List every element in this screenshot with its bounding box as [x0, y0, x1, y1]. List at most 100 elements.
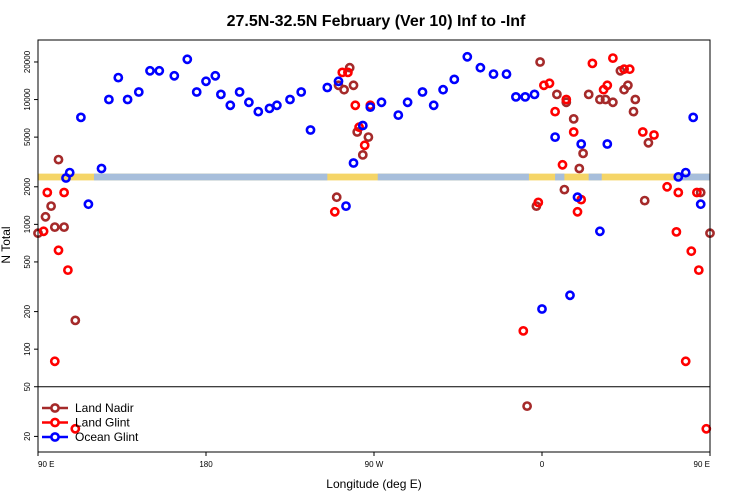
data-point — [529, 89, 540, 100]
data-point — [122, 94, 133, 105]
data-point — [630, 94, 641, 105]
data-point — [154, 65, 165, 76]
data-point — [376, 97, 387, 108]
y-tick-label: 500 — [23, 255, 32, 269]
data-point — [169, 70, 180, 81]
ocean-band-segment — [377, 173, 529, 181]
data-point — [53, 154, 64, 165]
data-point — [643, 137, 654, 148]
data-point — [96, 163, 107, 174]
data-point — [649, 130, 659, 140]
data-point — [344, 62, 355, 73]
data-point — [253, 106, 264, 117]
data-point — [234, 87, 245, 97]
data-point — [511, 92, 521, 102]
data-point — [331, 192, 342, 203]
data-point — [333, 76, 344, 87]
data-point — [359, 140, 370, 151]
data-point — [552, 89, 562, 100]
data-point — [686, 246, 697, 257]
data-point — [550, 132, 560, 142]
data-point — [576, 139, 587, 149]
data-point — [104, 94, 114, 105]
data-point — [365, 102, 376, 112]
y-tick-label: 10000 — [23, 88, 32, 111]
data-point — [438, 84, 448, 95]
data-point — [402, 97, 413, 108]
data-point — [693, 265, 704, 275]
data-point — [671, 226, 682, 237]
data-point — [522, 401, 532, 411]
legend-marker — [50, 432, 60, 442]
data-point — [533, 197, 544, 208]
data-point — [608, 97, 618, 108]
legend-label: Land Nadir — [75, 401, 134, 415]
x-axis-label: Longitude (deg E) — [326, 477, 421, 491]
y-tick-label: 2000 — [23, 177, 32, 195]
data-point — [535, 57, 545, 67]
data-point — [393, 110, 404, 120]
legend-label: Ocean Glint — [75, 430, 139, 444]
data-point — [449, 74, 460, 85]
chart-title: 27.5N-32.5N February (Ver 10) Inf to -In… — [227, 13, 526, 30]
data-point — [357, 149, 368, 160]
data-point — [602, 80, 613, 91]
data-point — [191, 87, 202, 97]
x-tick-label: 90 W — [365, 460, 384, 469]
x-tick-label: 0 — [540, 460, 545, 469]
data-point — [557, 159, 568, 170]
data-point — [568, 114, 579, 124]
data-point — [565, 290, 575, 301]
y-tick-label: 20 — [23, 431, 32, 440]
data-point — [341, 201, 351, 211]
data-point — [38, 226, 49, 237]
data-point — [201, 76, 211, 87]
data-point — [417, 87, 428, 97]
data-point — [462, 51, 473, 62]
data-point — [70, 315, 81, 326]
data-point — [561, 94, 572, 105]
data-point — [59, 222, 69, 232]
ocean-band-segment — [588, 173, 602, 181]
data-point — [210, 70, 221, 81]
data-point — [296, 87, 307, 97]
data-point — [695, 187, 706, 198]
data-point — [673, 171, 684, 182]
data-point — [583, 89, 594, 100]
x-tick-label: 180 — [199, 460, 213, 469]
data-point — [680, 167, 691, 178]
data-point — [63, 265, 73, 275]
data-point — [550, 106, 560, 117]
data-point — [53, 245, 64, 256]
data-point — [488, 69, 499, 79]
data-point — [628, 106, 639, 117]
data-point — [501, 69, 512, 79]
land-band — [38, 173, 710, 181]
ocean-band-segment — [555, 173, 565, 181]
data-point — [76, 112, 86, 123]
legend-item: Ocean Glint — [42, 430, 139, 444]
data-point — [695, 199, 706, 210]
data-point — [133, 87, 144, 97]
data-point — [182, 54, 193, 65]
data-point — [271, 100, 282, 111]
data-point — [595, 226, 605, 237]
data-point — [46, 201, 56, 211]
data-point — [475, 62, 486, 73]
data-point — [568, 127, 579, 137]
data-point — [688, 112, 699, 123]
data-point — [42, 187, 53, 198]
data-point — [352, 127, 363, 137]
data-point — [322, 82, 333, 93]
legend-item: Land Glint — [42, 416, 130, 430]
data-point — [339, 84, 349, 95]
y-tick-label: 5000 — [23, 128, 32, 146]
legend-label: Land Glint — [75, 416, 130, 430]
data-point — [337, 67, 348, 78]
data-point — [595, 94, 605, 105]
data-point — [574, 163, 585, 174]
series-land-glint — [38, 53, 712, 434]
